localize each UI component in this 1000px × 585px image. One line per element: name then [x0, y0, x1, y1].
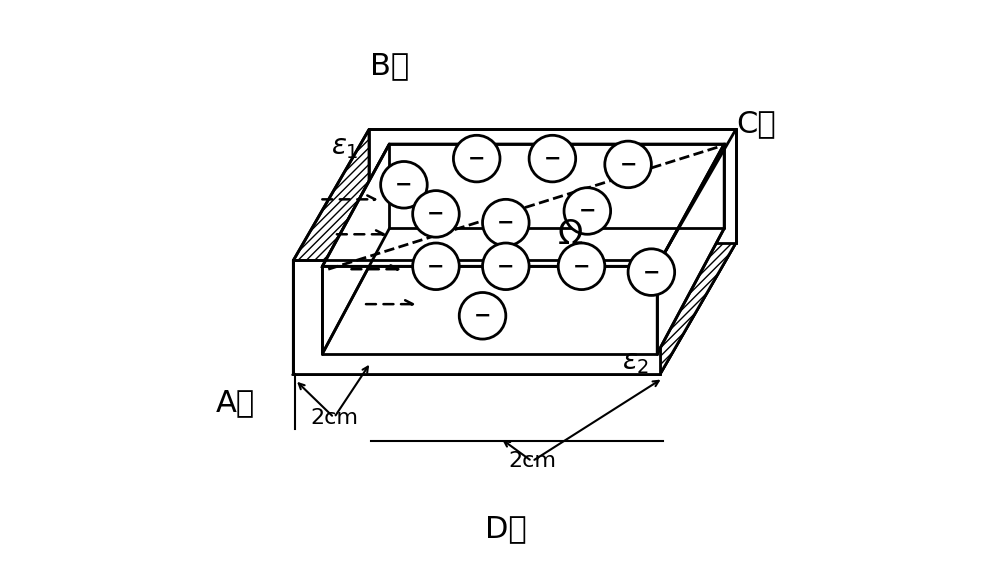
Polygon shape — [657, 144, 724, 354]
Polygon shape — [293, 243, 736, 374]
Text: −: − — [427, 256, 445, 276]
Text: B侧: B侧 — [370, 51, 409, 80]
Polygon shape — [660, 129, 736, 374]
Circle shape — [413, 191, 459, 237]
Text: −: − — [427, 204, 445, 224]
Circle shape — [605, 141, 651, 188]
Circle shape — [483, 243, 529, 290]
Text: $\varepsilon_1$: $\varepsilon_1$ — [331, 133, 359, 161]
Text: −: − — [474, 306, 491, 326]
Text: −: − — [579, 201, 596, 221]
Circle shape — [381, 161, 427, 208]
Polygon shape — [293, 129, 369, 374]
Text: −: − — [497, 256, 515, 276]
Text: 2cm: 2cm — [508, 452, 556, 472]
Circle shape — [413, 243, 459, 290]
Text: −: − — [619, 154, 637, 174]
Text: −: − — [544, 149, 561, 168]
Polygon shape — [322, 144, 389, 354]
Circle shape — [558, 243, 605, 290]
Circle shape — [459, 292, 506, 339]
Text: A侧: A侧 — [216, 388, 255, 418]
Polygon shape — [322, 144, 724, 266]
Circle shape — [483, 199, 529, 246]
Text: −: − — [643, 262, 660, 282]
Text: $\varepsilon_2$: $\varepsilon_2$ — [622, 348, 650, 376]
Circle shape — [529, 135, 576, 182]
Circle shape — [564, 188, 611, 234]
Polygon shape — [322, 229, 724, 354]
Text: −: − — [497, 212, 515, 233]
Polygon shape — [293, 260, 660, 374]
Circle shape — [453, 135, 500, 182]
Text: D侧: D侧 — [485, 514, 527, 543]
Polygon shape — [369, 129, 736, 243]
Circle shape — [628, 249, 675, 295]
Text: −: − — [468, 149, 485, 168]
Text: −: − — [395, 175, 413, 195]
Text: C侧: C侧 — [736, 109, 776, 138]
Text: 2cm: 2cm — [310, 408, 358, 428]
Text: $\Omega$: $\Omega$ — [557, 218, 583, 251]
Text: −: − — [573, 256, 590, 276]
